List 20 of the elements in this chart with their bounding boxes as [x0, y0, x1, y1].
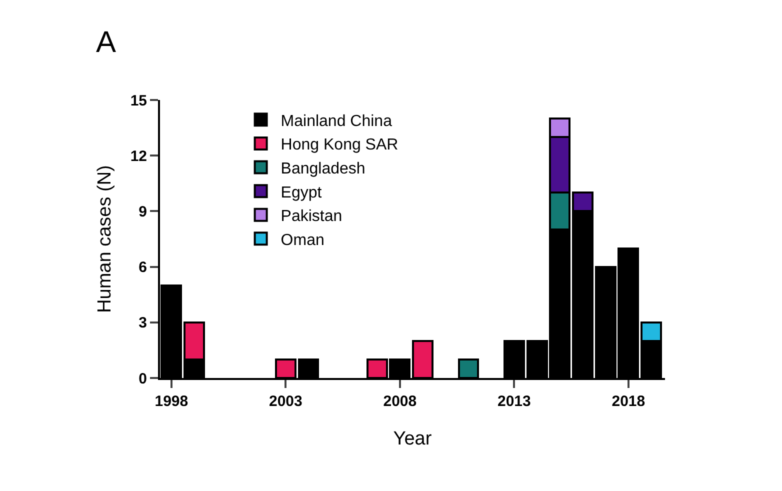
- legend-label: Egypt: [280, 184, 322, 202]
- x-tick-label: 2018: [612, 393, 646, 410]
- legend-label: Hong Kong SAR: [280, 136, 398, 154]
- text: A: [96, 26, 116, 59]
- y-tick-label: 6: [138, 259, 147, 276]
- legend-label: Mainland China: [280, 112, 392, 130]
- legend-label: Bangladesh: [280, 160, 366, 178]
- x-tick-label: 2008: [383, 393, 417, 410]
- legend-label: Oman: [280, 232, 324, 249]
- legend-label: Pakistan: [280, 208, 342, 226]
- x-tick-label: 2013: [498, 393, 531, 410]
- x-tick-label: 2003: [268, 393, 302, 410]
- y-tick-label: 3: [138, 314, 147, 332]
- x-axis-title: Year: [393, 428, 432, 450]
- y-tick-label: 9: [138, 203, 147, 220]
- y-tick-label: 12: [130, 148, 147, 165]
- y-tick-label: 15: [130, 92, 147, 110]
- y-tick-label: 0: [138, 370, 147, 388]
- y-axis-title: Human cases (N): [94, 165, 116, 313]
- x-tick-label: 1998: [154, 393, 188, 410]
